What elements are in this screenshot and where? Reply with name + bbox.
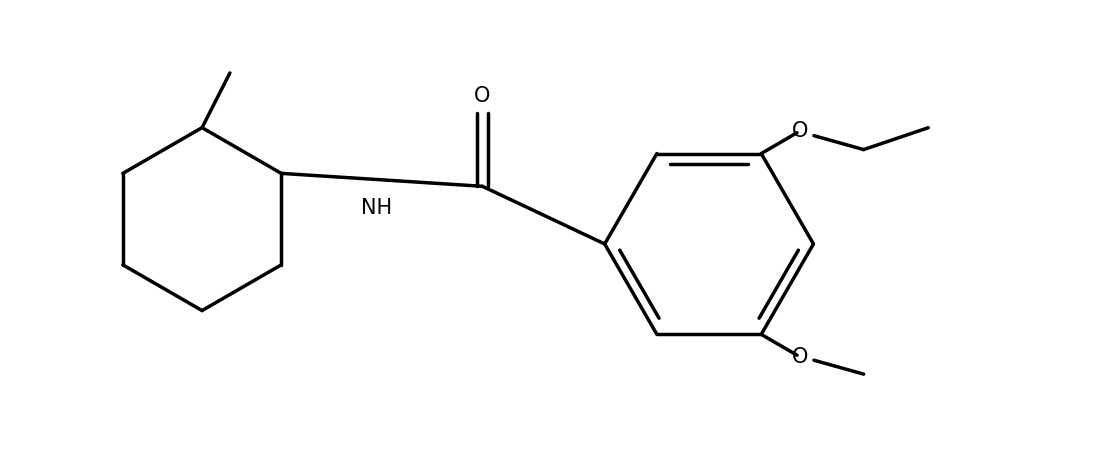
Text: O: O (792, 347, 808, 367)
Text: O: O (474, 86, 490, 106)
Text: O: O (792, 121, 808, 141)
Text: NH: NH (361, 198, 392, 218)
